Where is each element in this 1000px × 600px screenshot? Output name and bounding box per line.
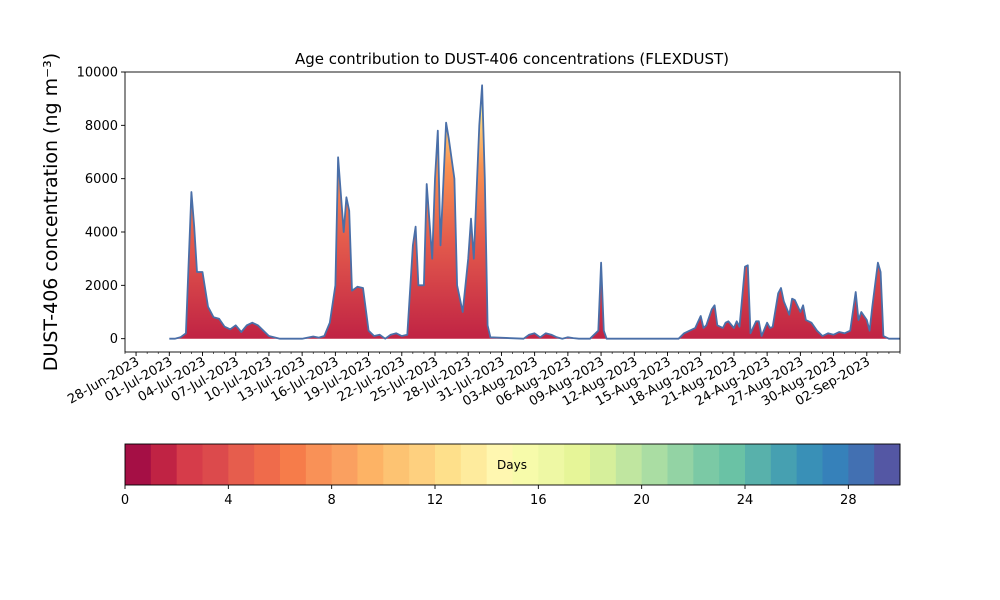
y-tick-label: 2000 <box>85 279 118 294</box>
colorbar-bin <box>228 444 255 485</box>
colorbar-bin <box>615 444 643 485</box>
colorbar-bin <box>667 444 694 485</box>
colorbar-bin <box>486 444 513 485</box>
colorbar-bin <box>848 444 875 485</box>
colorbar-bin <box>564 444 591 485</box>
colorbar-bin <box>409 444 436 485</box>
colorbar-bin <box>460 444 488 485</box>
colorbar-bin <box>745 444 772 485</box>
y-tick-label: 4000 <box>85 226 118 241</box>
colorbar-bin <box>822 444 849 485</box>
colorbar-bin <box>538 444 565 485</box>
colorbar-tick-label: 24 <box>737 493 754 508</box>
colorbar-bin <box>305 444 333 485</box>
colorbar-bin <box>331 444 358 485</box>
colorbar-bin <box>874 444 901 485</box>
colorbar-bin <box>280 444 307 485</box>
colorbar-bin <box>357 444 384 485</box>
colorbar-bin <box>202 444 229 485</box>
y-axis: 0 2000 4000 6000 8000 10000 <box>77 66 125 347</box>
colorbar-bin <box>770 444 798 485</box>
colorbar-bin <box>693 444 720 485</box>
colorbar-bin <box>150 444 178 485</box>
x-axis: 28-Jun-202301-Jul-202304-Jul-202307-Jul-… <box>65 352 901 410</box>
plot-layer <box>169 85 900 339</box>
colorbar-tick-label: 8 <box>328 493 336 508</box>
colorbar-bin <box>435 444 462 485</box>
total-line-layer <box>169 84 900 340</box>
colorbar-tick-label: 4 <box>224 493 232 508</box>
chart-title: Age contribution to DUST-406 concentrati… <box>295 50 729 68</box>
colorbar-frame <box>124 443 901 486</box>
colorbar-bin <box>590 444 617 485</box>
total-concentration-line <box>169 84 900 340</box>
colorbar-bin <box>796 444 823 485</box>
age-stack-area <box>169 85 900 339</box>
colorbar-bin <box>125 444 152 485</box>
y-tick-label: 10000 <box>77 66 118 81</box>
y-tick-label: 6000 <box>85 172 118 187</box>
y-axis-label: DUST-406 concentration (ng m⁻³) <box>40 53 62 371</box>
colorbar-bin <box>512 444 539 485</box>
colorbar-bin <box>254 444 281 485</box>
colorbar-tick-label: 0 <box>121 493 129 508</box>
colorbar-tick-label: 16 <box>530 493 547 508</box>
y-tick-label: 8000 <box>85 119 118 134</box>
colorbar-label: Days <box>497 458 527 472</box>
colorbar-tick-label: 12 <box>427 493 444 508</box>
colorbar-bin <box>641 444 668 485</box>
colorbar-bin <box>176 444 203 485</box>
colorbar: 0 4 8 12 16 20 24 28 <box>121 443 901 508</box>
colorbar-bin <box>719 444 746 485</box>
colorbar-bin <box>383 444 410 485</box>
colorbar-tick-label: 28 <box>840 493 857 508</box>
y-tick-label: 0 <box>110 332 118 347</box>
colorbar-tick-label: 20 <box>633 493 650 508</box>
